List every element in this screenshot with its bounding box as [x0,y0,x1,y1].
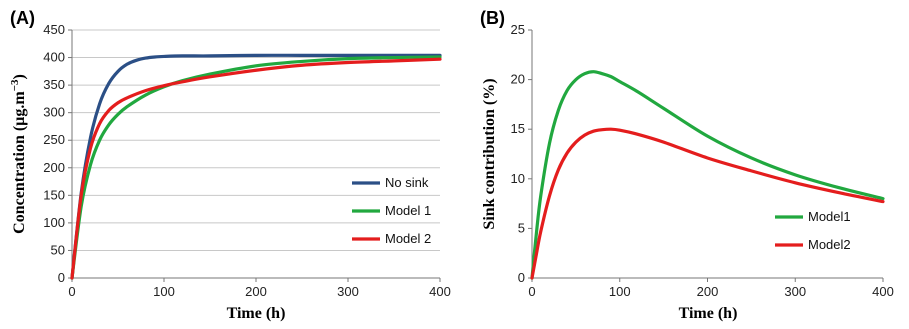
chart-a: (A) 0 50 100 150 200 250 300 350 400 450 0 100 200 3… [9,8,451,322]
x-tick-label-a-3: 300 [337,284,359,299]
y-tick-label-b-4: 20 [511,72,525,87]
y-axis-title-a-sup: −3 [9,79,21,91]
legend-label-a-no-sink: No sink [385,175,429,190]
y-axis-title-a-main: Concentration (µg.m [11,91,28,234]
series-line-a-model-2 [70,57,442,280]
y-axis-title-a: Concentration (µg.m−3) [9,74,28,234]
legend-b: Model1 Model2 [775,209,851,252]
legend-a: No sink Model 1 Model 2 [352,175,431,246]
y-tick-label-a-4: 200 [43,160,65,175]
legend-label-b-model1: Model1 [808,209,851,224]
panel-label-b: (B) [480,8,505,28]
y-tick-label-b-1: 5 [518,220,525,235]
y-tick-label-a-9: 450 [43,22,65,37]
x-axis-title-b: Time (h) [679,305,738,322]
x-axis-title-a: Time (h) [227,305,286,322]
legend-label-a-model-1: Model 1 [385,203,431,218]
x-tick-label-a-4: 400 [429,284,451,299]
y-tick-label-b-3: 15 [511,121,525,136]
series-line-b-model1 [530,70,885,280]
y-tick-label-a-0: 0 [58,270,65,285]
y-tick-label-a-3: 150 [43,187,65,202]
y-axis-title-a-close: ) [11,74,28,79]
series-line-a-model-1 [70,55,442,280]
series-line-a-no-sink [70,53,442,280]
chart-b: (B) 0 5 10 15 20 25 0 100 200 300 400 Time (h) Si… [480,8,894,322]
y-tick-label-a-6: 300 [43,105,65,120]
x-tick-label-b-3: 300 [784,284,806,299]
y-tick-label-a-1: 50 [51,242,65,257]
x-tick-label-b-4: 400 [872,284,894,299]
x-tick-label-b-1: 100 [609,284,631,299]
y-tick-label-a-7: 350 [43,77,65,92]
series-line-b-model2 [530,127,885,280]
y-tick-label-b-0: 0 [518,270,525,285]
x-tick-label-b-2: 200 [697,284,719,299]
y-tick-label-b-2: 10 [511,171,525,186]
x-tick-label-a-0: 0 [68,284,75,299]
legend-label-b-model2: Model2 [808,237,851,252]
y-tick-label-a-5: 250 [43,132,65,147]
y-tick-label-b-5: 25 [511,22,525,37]
x-tick-label-a-1: 100 [153,284,175,299]
y-tick-label-a-2: 100 [43,215,65,230]
y-axis-title-b: Sink contribution (%) [481,78,498,229]
panel-label-a: (A) [10,8,35,28]
x-tick-label-b-0: 0 [528,284,535,299]
y-tick-label-a-8: 400 [43,50,65,65]
legend-label-a-model-2: Model 2 [385,231,431,246]
x-tick-label-a-2: 200 [245,284,267,299]
